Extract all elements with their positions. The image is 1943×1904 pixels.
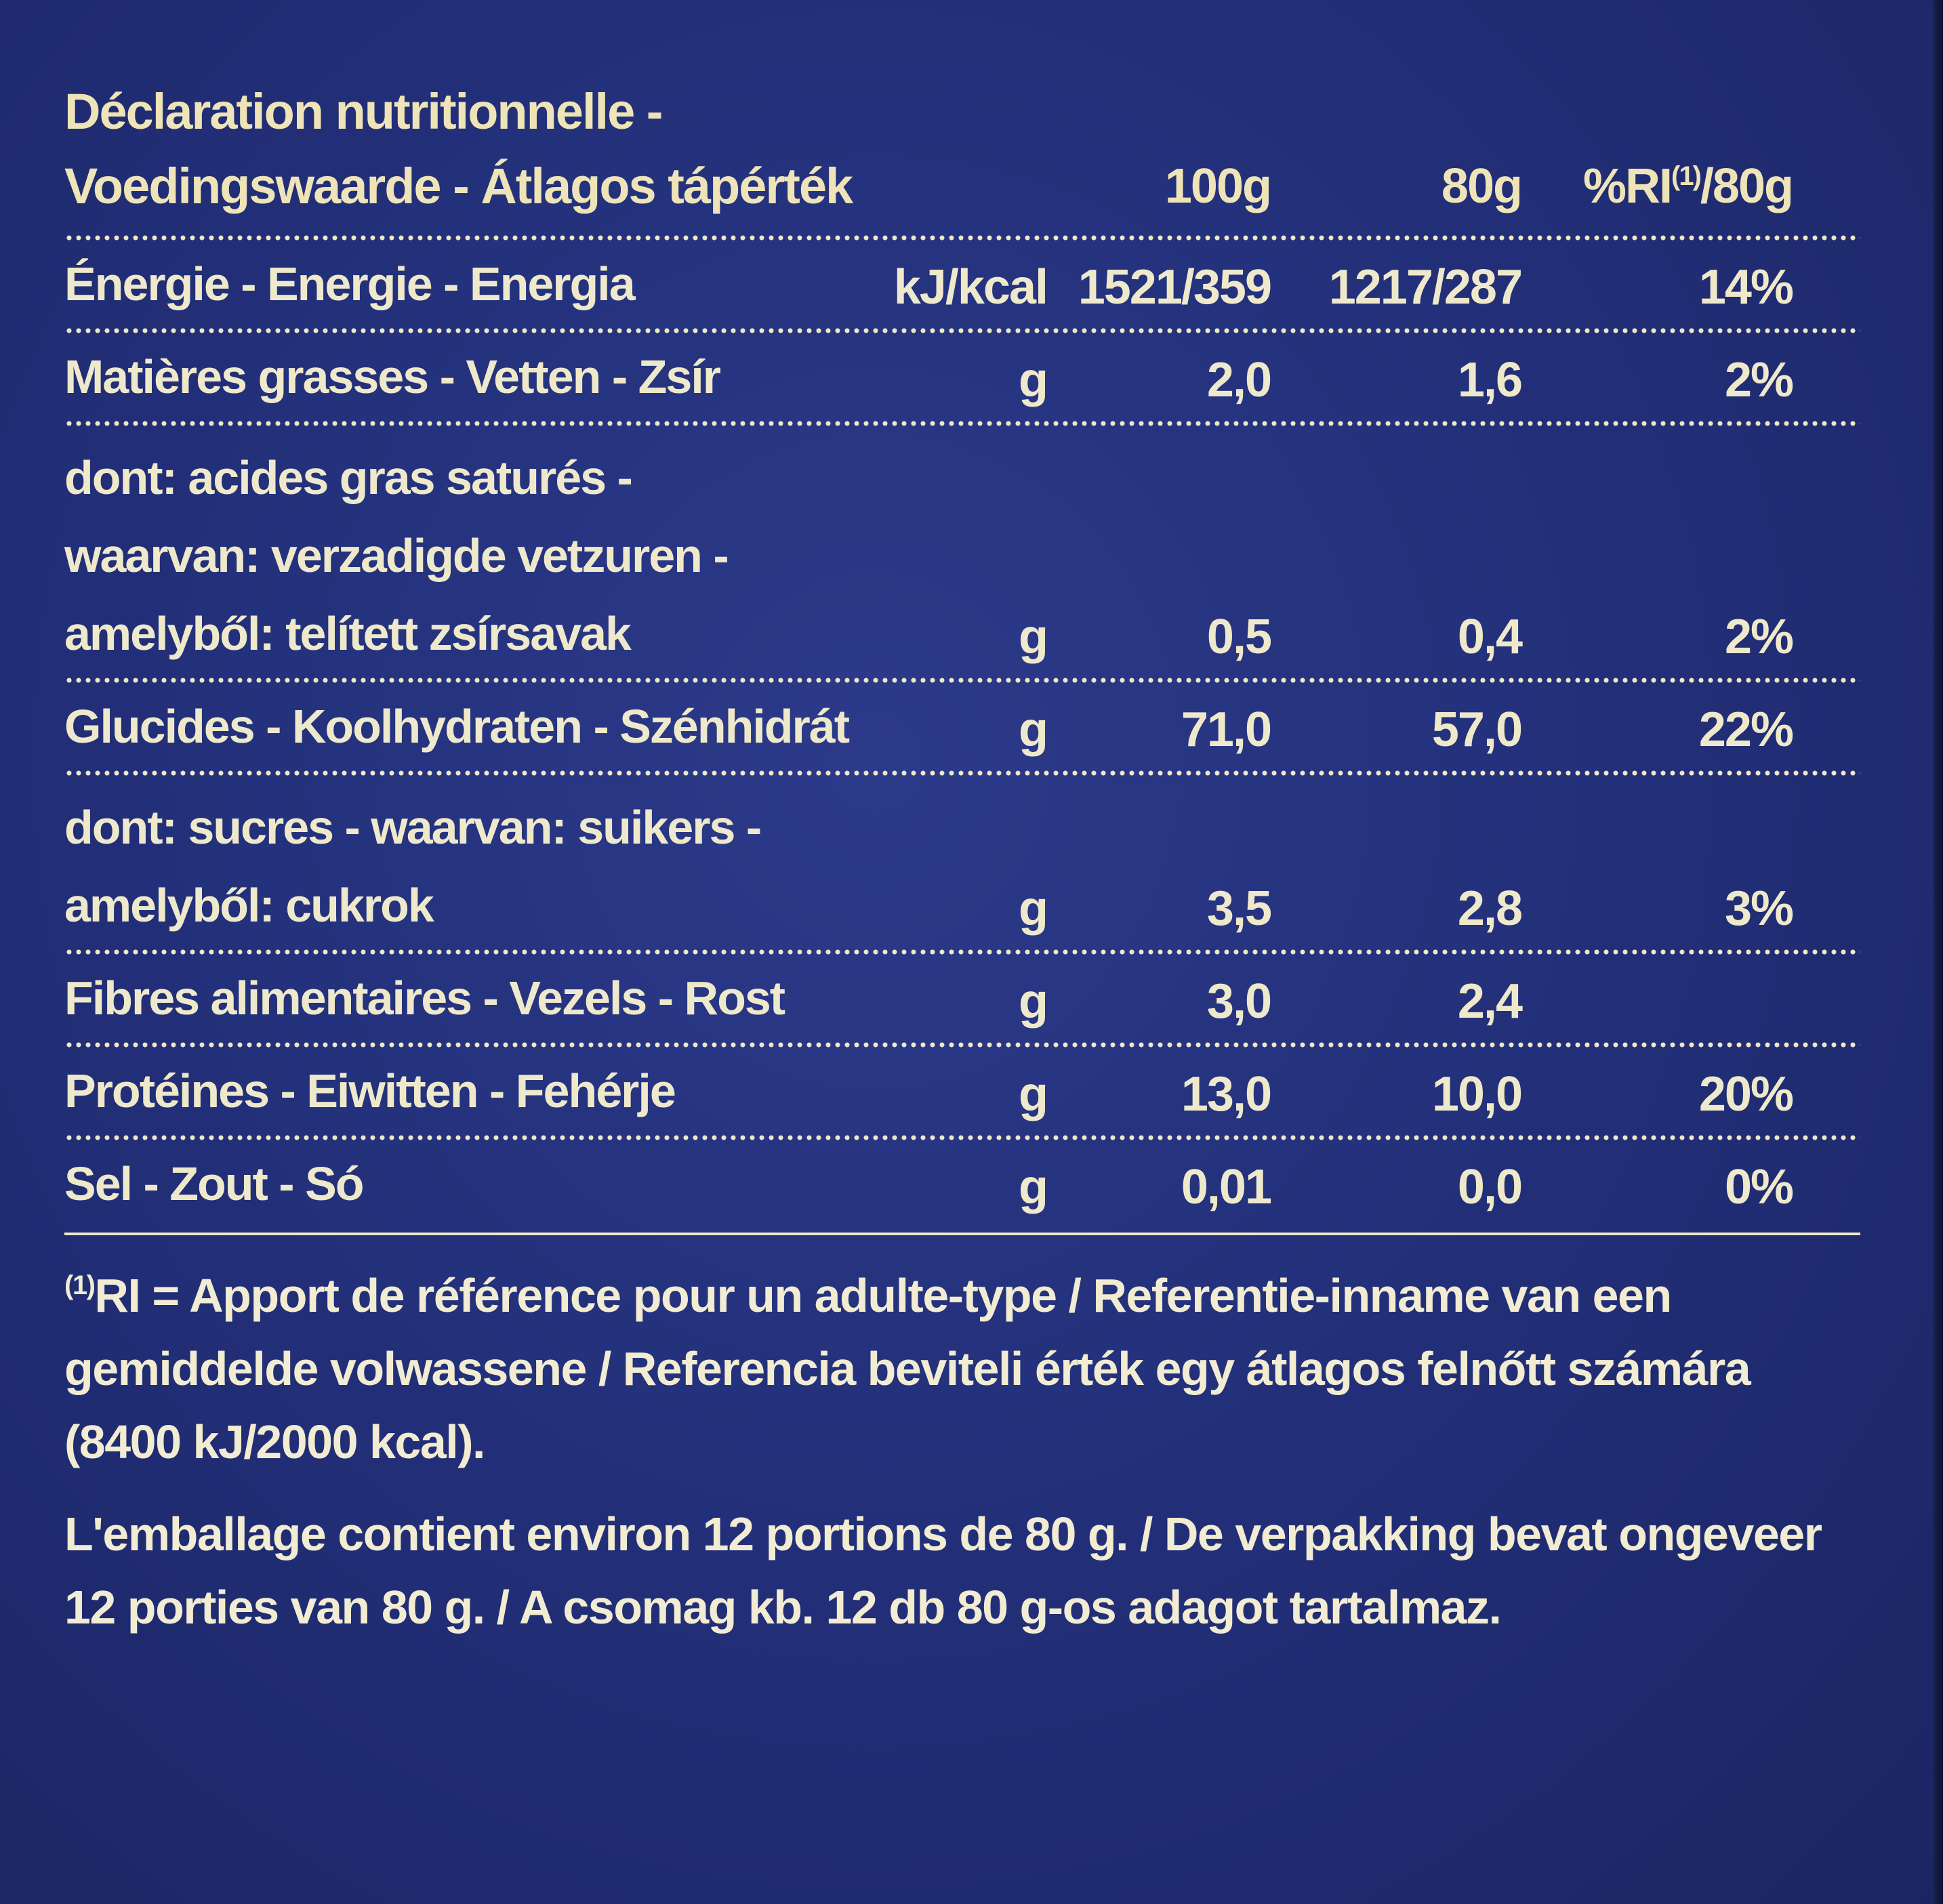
footnote-sup: (1) (64, 1270, 96, 1300)
value-per-80g: 57,0 (1431, 703, 1523, 757)
value-per-100g: 3,5 (1206, 882, 1272, 936)
value-per-80g: 1217/287 (1328, 260, 1523, 314)
value-per-100g: 3,0 (1206, 974, 1272, 1029)
value-per-80g: 1,6 (1457, 353, 1523, 407)
nutrient-row: dont: acides gras saturés - waarvan: verz… (64, 431, 1860, 673)
dotted-divider (64, 420, 1860, 427)
value-per-100g: 0,5 (1206, 610, 1272, 664)
dotted-divider (64, 1134, 1860, 1141)
footnote-portions: L'emballage contient environ 12 portions… (64, 1508, 1822, 1634)
value-ri: 22% (1698, 703, 1794, 757)
nutrient-name: Matières grasses - Vetten - Zsír (64, 350, 721, 403)
value-ri: 14% (1698, 260, 1794, 314)
nutrient-unit: g (1019, 1067, 1048, 1121)
nutrient-unit: kJ/kcal (893, 260, 1048, 314)
nutrient-name: Glucides - Koolhydraten - Szénhidrát (64, 700, 850, 753)
footnote: (1)RI = Apport de référence pour un adul… (64, 1249, 1867, 1644)
nutrition-table: Déclaration nutritionnelle - Voedingswaa… (64, 75, 1860, 1663)
header-ri-sup: (1) (1671, 161, 1702, 191)
nutrient-name: amelyből: telített zsírsavak (64, 607, 632, 660)
nutrient-name: dont: sucres - waarvan: suikers - (64, 801, 762, 854)
value-per-80g: 2,8 (1457, 882, 1523, 936)
nutrient-unit: g (1019, 882, 1048, 936)
nutrient-row: Matières grasses - Vetten - Zsír g 2,0 1,6 2… (64, 338, 1860, 416)
value-per-80g: 0,0 (1457, 1160, 1523, 1214)
value-per-100g: 71,0 (1181, 703, 1272, 757)
table-header-row: Voedingswaarde - Átlagos tápérték 100g 8… (64, 149, 1860, 230)
value-per-100g: 2,0 (1206, 353, 1272, 407)
value-ri: 2% (1724, 610, 1794, 664)
nutrient-name: dont: acides gras saturés - (64, 451, 633, 504)
value-ri: 20% (1698, 1067, 1794, 1121)
nutrient-unit: g (1019, 1160, 1048, 1214)
table-title-line2: Voedingswaarde - Átlagos tápérték (64, 158, 853, 214)
value-per-80g: 10,0 (1431, 1067, 1523, 1121)
value-per-100g: 1521/359 (1078, 260, 1272, 314)
nutrient-name: Protéines - Eiwitten - Fehérje (64, 1064, 676, 1117)
value-ri: 0% (1724, 1160, 1794, 1214)
dotted-divider (64, 1041, 1860, 1048)
nutrient-unit: g (1019, 353, 1048, 407)
header-100g: 100g (1164, 159, 1272, 213)
table-title-line1: Déclaration nutritionnelle - (64, 83, 663, 140)
dotted-divider (64, 770, 1860, 777)
value-per-80g: 0,4 (1457, 610, 1523, 664)
header-80g: 80g (1441, 159, 1523, 213)
table-bottom-rule (64, 1233, 1860, 1235)
nutrient-unit: g (1019, 610, 1048, 664)
nutrient-row: Énergie - Energie - Energia kJ/kcal 1521/3… (64, 245, 1860, 323)
header-ri-prefix: %RI (1583, 159, 1673, 213)
nutrient-unit: g (1019, 974, 1048, 1029)
nutrient-name: Énergie - Energie - Energia (64, 257, 636, 310)
nutrient-row: dont: sucres - waarvan: suikers - amelybő… (64, 781, 1860, 945)
footnote-ri: (1)RI = Apport de référence pour un adul… (64, 1249, 1867, 1478)
value-ri: 2% (1724, 353, 1794, 407)
header-ri: %RI(1)/80g (1583, 159, 1794, 214)
dotted-divider (64, 234, 1860, 241)
nutrient-name: Fibres alimentaires - Vezels - Rost (64, 972, 785, 1025)
footnote-text: RI = Apport de référence pour un adulte-… (64, 1269, 1751, 1468)
dotted-divider (64, 949, 1860, 955)
nutrient-unit: g (1019, 703, 1048, 757)
value-per-80g: 2,4 (1457, 974, 1523, 1029)
dotted-divider (64, 327, 1860, 334)
value-per-100g: 13,0 (1181, 1067, 1272, 1121)
nutrient-name: amelyből: cukrok (64, 879, 434, 932)
nutrient-row: Sel - Zout - Só g 0,01 0,0 0% (64, 1145, 1860, 1223)
header-ri-suffix: /80g (1700, 159, 1794, 213)
value-per-100g: 0,01 (1181, 1160, 1272, 1214)
nutrient-row: Protéines - Eiwitten - Fehérje g 13,0 10,0 2… (64, 1052, 1860, 1130)
package-edge (1934, 0, 1943, 1904)
nutrient-row: Fibres alimentaires - Vezels - Rost g 3,0 2… (64, 959, 1860, 1037)
nutrient-row: Glucides - Koolhydraten - Szénhidrát g 71,… (64, 688, 1860, 766)
nutrient-rows: Énergie - Energie - Energia kJ/kcal 1521/3… (64, 245, 1860, 1235)
dotted-divider (64, 677, 1860, 684)
nutrient-name: Sel - Zout - Só (64, 1157, 365, 1210)
nutrient-name: waarvan: verzadigde vetzuren - (64, 529, 729, 582)
value-ri: 3% (1724, 882, 1794, 936)
